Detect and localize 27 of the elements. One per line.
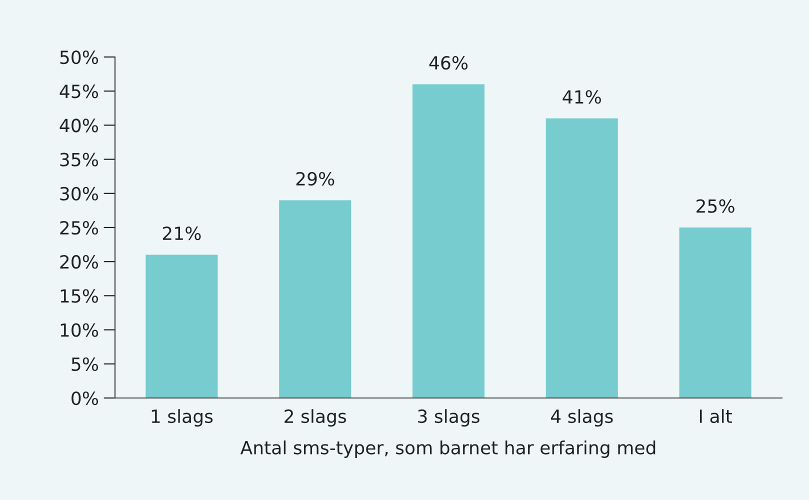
bar: [279, 200, 352, 398]
y-tick-label: 10%: [60, 323, 98, 337]
y-tick-label: 35%: [60, 152, 98, 166]
y-tick-label: 40%: [60, 118, 98, 132]
x-tick-label: 4 slags: [550, 409, 613, 427]
data-label: 46%: [429, 56, 468, 70]
y-tick-label: 50%: [60, 50, 98, 64]
data-label: 21%: [162, 226, 201, 240]
data-label: 41%: [562, 90, 601, 104]
x-tick-label: 2 slags: [284, 409, 346, 427]
bar: [679, 228, 752, 398]
y-tick-label: 30%: [60, 186, 98, 201]
bar: [146, 254, 218, 398]
x-tick-label: 3 slags: [418, 409, 480, 427]
data-label: 29%: [296, 172, 334, 186]
y-tick-label: 0%: [72, 391, 98, 406]
bar: [412, 84, 485, 398]
data-label: 25%: [696, 199, 734, 213]
y-tick-label: 45%: [60, 84, 98, 98]
y-tick-label: 20%: [60, 255, 98, 269]
x-tick-label: 1 slags: [152, 409, 213, 427]
x-axis-title: Antal sms-typer, som barnet har erfaring med: [240, 440, 656, 458]
y-tick-label: 25%: [60, 220, 98, 235]
x-tick-label: I alt: [700, 409, 732, 424]
y-tick-label: 15%: [60, 289, 98, 303]
y-tick-label: 5%: [72, 357, 98, 372]
bar: [546, 118, 618, 398]
